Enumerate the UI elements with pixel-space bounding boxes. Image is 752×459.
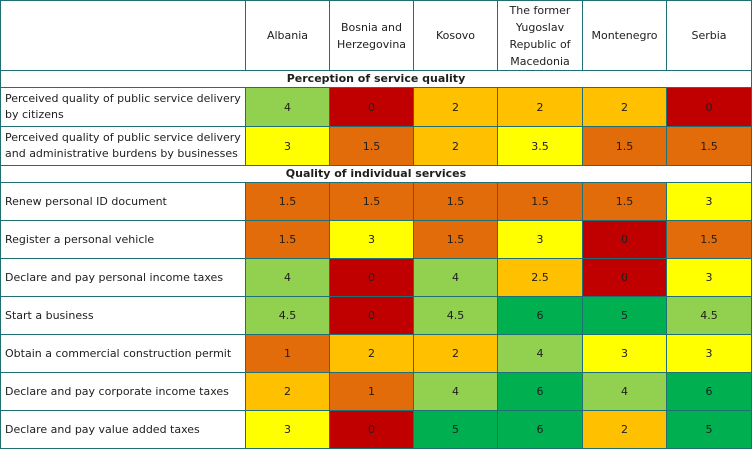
score-cell: 1.5: [329, 182, 414, 221]
score-cell: 3: [666, 334, 752, 373]
score-cell: 1.5: [413, 182, 498, 221]
score-cell: 6: [497, 410, 583, 449]
score-cell: 1.5: [582, 126, 667, 166]
score-cell: 2.5: [497, 258, 583, 297]
score-cell: 4: [497, 334, 583, 373]
table-row: Perceived quality of public service deli…: [0, 126, 752, 166]
section-title: Perception of service quality: [0, 70, 752, 88]
score-cell: 6: [497, 296, 583, 335]
score-cell: 1.5: [245, 220, 330, 259]
score-cell: 2: [582, 410, 667, 449]
score-cell: 3: [245, 410, 330, 449]
score-cell: 4: [413, 258, 498, 297]
column-header-albania: Albania: [245, 0, 330, 71]
section-row: Perception of service quality: [0, 70, 752, 88]
score-cell: 4.5: [245, 296, 330, 335]
table-row: Declare and pay value added taxes 3 0 5 6 2 5: [0, 410, 752, 449]
score-cell: 0: [329, 296, 414, 335]
score-cell: 1.5: [582, 182, 667, 221]
score-cell: 4: [245, 87, 330, 127]
column-header-serbia: Serbia: [666, 0, 752, 71]
score-cell: 0: [582, 220, 667, 259]
table-row: Register a personal vehicle 1.5 3 1.5 3 0 1.5: [0, 220, 752, 259]
score-cell: 2: [413, 126, 498, 166]
row-label: Register a personal vehicle: [0, 220, 246, 259]
table-row: Declare and pay corporate income taxes 2 1…: [0, 372, 752, 411]
score-cell: 0: [329, 258, 414, 297]
row-label: Start a business: [0, 296, 246, 335]
score-cell: 4.5: [413, 296, 498, 335]
score-cell: 5: [666, 410, 752, 449]
score-cell: 6: [666, 372, 752, 411]
score-cell: 4: [582, 372, 667, 411]
column-header-kosovo: Kosovo: [413, 0, 498, 71]
score-cell: 0: [666, 87, 752, 127]
row-label: Declare and pay value added taxes: [0, 410, 246, 449]
score-cell: 3: [666, 258, 752, 297]
score-cell: 2: [413, 334, 498, 373]
score-cell: 1.5: [413, 220, 498, 259]
column-header-fyr-macedonia: The former Yugoslav Republic of Macedoni…: [497, 0, 583, 71]
corner-cell: [0, 0, 246, 71]
score-cell: 3: [582, 334, 667, 373]
score-cell: 0: [582, 258, 667, 297]
scores-table: Albania Bosnia and Herzegovina Kosovo Th…: [0, 0, 752, 449]
score-cell: 0: [329, 87, 414, 127]
row-label: Declare and pay corporate income taxes: [0, 372, 246, 411]
score-cell: 1.5: [497, 182, 583, 221]
score-cell: 4.5: [666, 296, 752, 335]
section-title: Quality of individual services: [0, 165, 752, 183]
score-cell: 2: [582, 87, 667, 127]
score-cell: 0: [329, 410, 414, 449]
score-cell: 4: [245, 258, 330, 297]
score-cell: 3.5: [497, 126, 583, 166]
score-cell: 3: [666, 182, 752, 221]
score-cell: 5: [582, 296, 667, 335]
score-cell: 2: [497, 87, 583, 127]
column-header-montenegro: Montenegro: [582, 0, 667, 71]
score-cell: 2: [329, 334, 414, 373]
table-row: Declare and pay personal income taxes 4 0 4…: [0, 258, 752, 297]
row-label: Perceived quality of public service deli…: [0, 87, 246, 127]
score-cell: 1.5: [666, 126, 752, 166]
score-cell: 3: [245, 126, 330, 166]
table-row: Start a business 4.5 0 4.5 6 5 4.5: [0, 296, 752, 335]
score-cell: 1.5: [329, 126, 414, 166]
score-cell: 2: [413, 87, 498, 127]
header-row: Albania Bosnia and Herzegovina Kosovo Th…: [0, 0, 752, 71]
row-label: Declare and pay personal income taxes: [0, 258, 246, 297]
row-label: Renew personal ID document: [0, 182, 246, 221]
score-cell: 1.5: [245, 182, 330, 221]
score-cell: 5: [413, 410, 498, 449]
score-cell: 1: [245, 334, 330, 373]
score-cell: 1.5: [666, 220, 752, 259]
score-cell: 3: [497, 220, 583, 259]
score-cell: 4: [413, 372, 498, 411]
row-label: Perceived quality of public service deli…: [0, 126, 246, 166]
table-row: Renew personal ID document 1.5 1.5 1.5 1.5 1.…: [0, 182, 752, 221]
score-cell: 3: [329, 220, 414, 259]
row-label: Obtain a commercial construction permit: [0, 334, 246, 373]
score-cell: 6: [497, 372, 583, 411]
score-cell: 1: [329, 372, 414, 411]
score-cell: 2: [245, 372, 330, 411]
column-header-bosnia-and-herzegovina: Bosnia and Herzegovina: [329, 0, 414, 71]
table-row: Obtain a commercial construction permit 1…: [0, 334, 752, 373]
section-row: Quality of individual services: [0, 165, 752, 183]
table-row: Perceived quality of public service deli…: [0, 87, 752, 127]
